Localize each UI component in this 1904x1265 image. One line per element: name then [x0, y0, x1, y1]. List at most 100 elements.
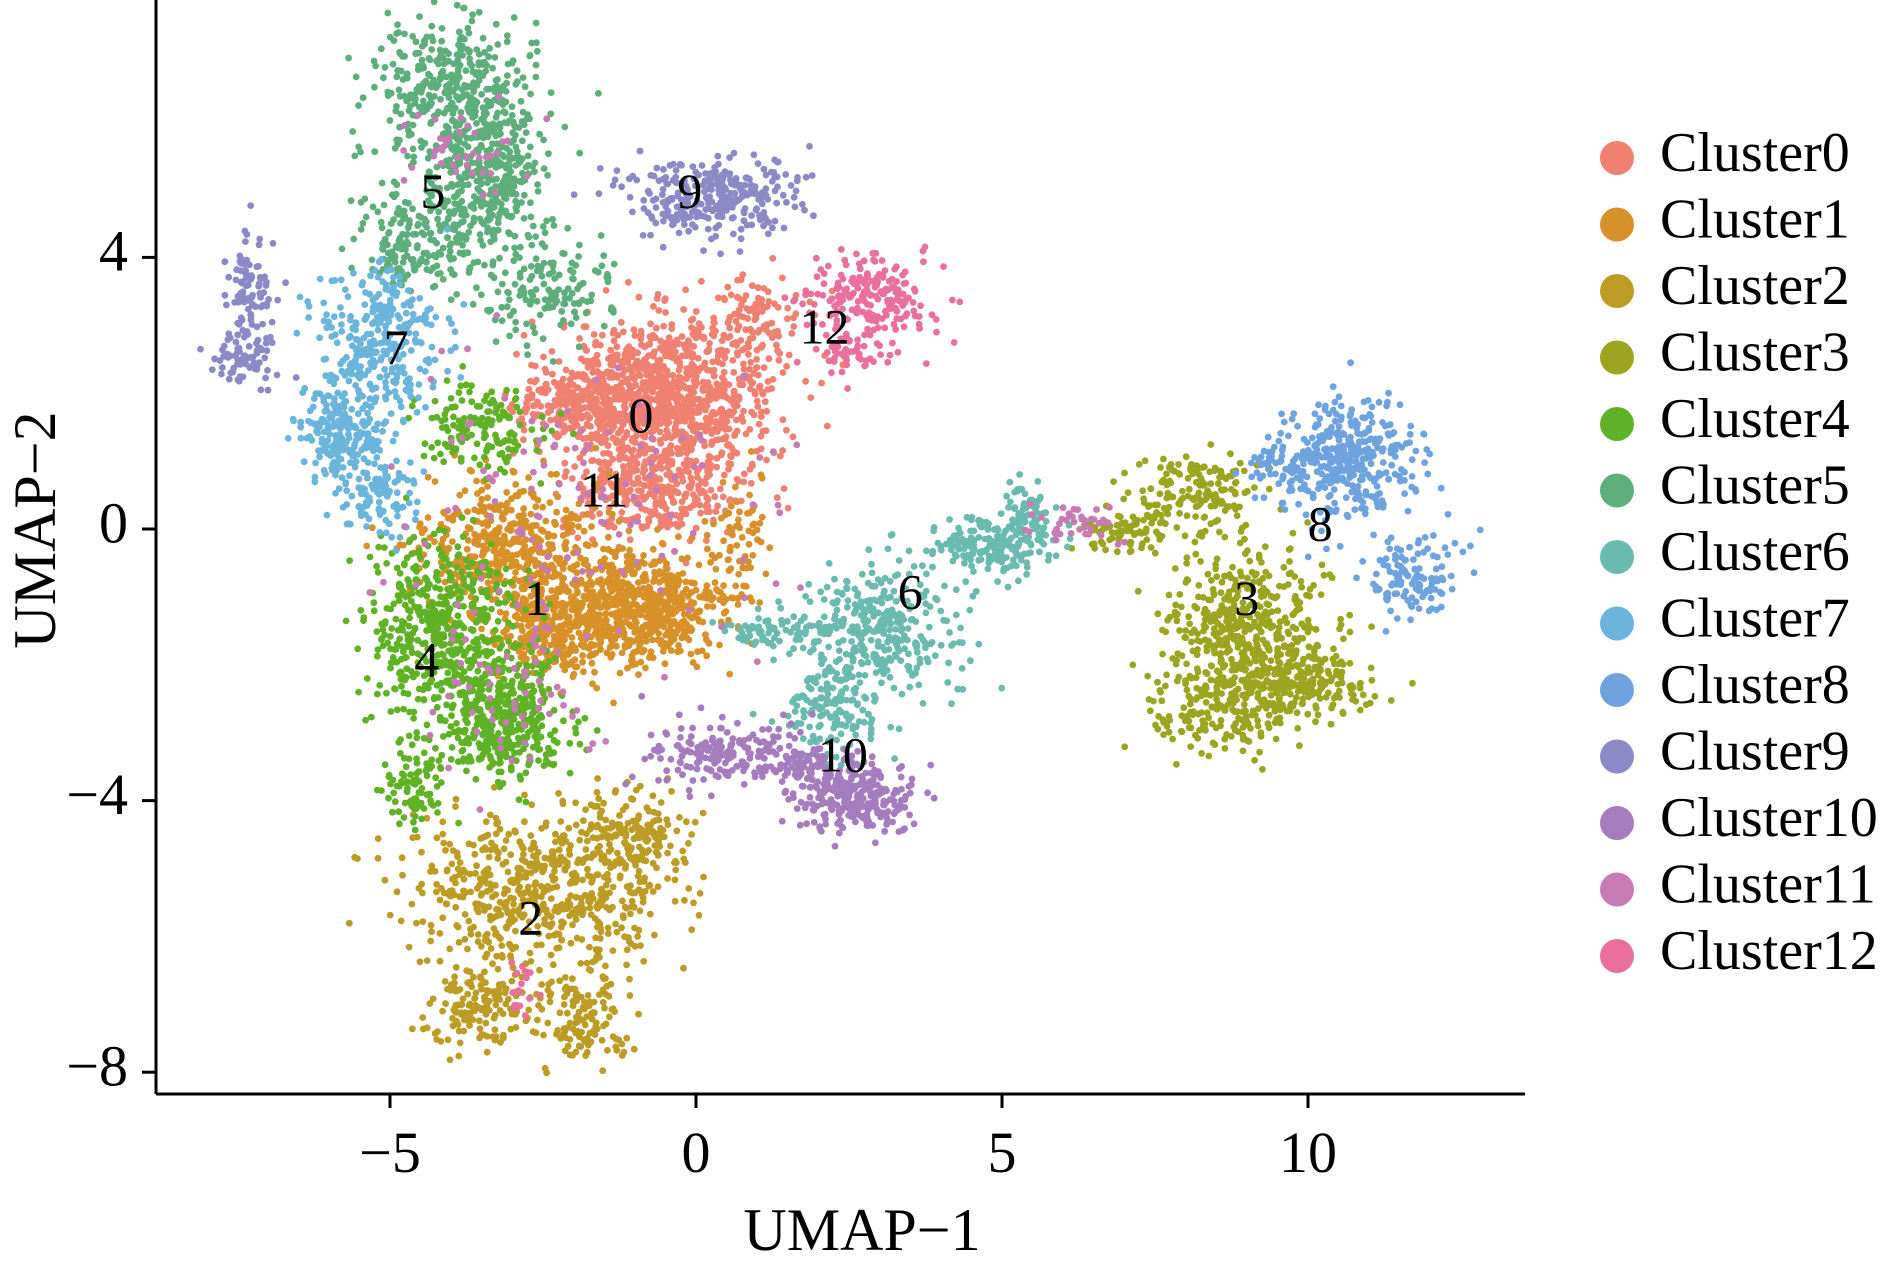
data-point [437, 1038, 445, 1045]
data-point [1329, 655, 1337, 663]
data-point [642, 388, 650, 395]
data-point [1294, 725, 1302, 732]
data-point [653, 864, 660, 872]
data-point [691, 383, 699, 390]
data-point [683, 818, 690, 826]
data-point [409, 1025, 416, 1033]
data-point [709, 594, 717, 602]
data-point [627, 882, 634, 890]
data-point [604, 442, 612, 450]
data-point [616, 669, 624, 677]
data-point [665, 489, 673, 497]
data-point [733, 416, 740, 424]
data-point [626, 975, 633, 983]
data-point [1262, 568, 1270, 576]
data-point [614, 849, 621, 857]
data-point [756, 326, 763, 334]
data-point [1312, 704, 1320, 712]
data-point [1195, 582, 1203, 589]
data-point [635, 671, 642, 678]
data-point [651, 842, 659, 849]
data-point [1162, 506, 1170, 514]
data-point [597, 638, 605, 646]
data-point [1225, 588, 1233, 596]
data-point [495, 559, 503, 566]
data-point [577, 960, 585, 967]
data-point [700, 873, 707, 881]
data-point [1287, 545, 1294, 552]
data-point [720, 471, 728, 479]
data-point [606, 405, 614, 413]
data-point [682, 286, 689, 294]
data-point [639, 898, 647, 906]
data-point [1304, 710, 1312, 718]
data-point [784, 304, 792, 312]
data-point [503, 489, 511, 496]
data-point [549, 961, 557, 969]
data-point [764, 378, 772, 385]
data-point [577, 641, 585, 649]
data-point [544, 886, 552, 893]
data-point [680, 631, 687, 638]
data-point [598, 1036, 606, 1044]
data-point [740, 582, 747, 590]
data-point [779, 369, 787, 376]
data-point [418, 880, 426, 888]
data-point [562, 538, 570, 546]
data-point [546, 998, 554, 1006]
data-point [673, 480, 681, 488]
data-point [750, 370, 758, 377]
data-point [1167, 461, 1175, 468]
data-point [464, 945, 471, 953]
data-point [685, 636, 693, 644]
data-point [1334, 680, 1342, 688]
data-point [467, 980, 475, 987]
data-point [599, 331, 606, 339]
data-point [649, 352, 657, 360]
data-point [636, 590, 644, 598]
data-point [696, 501, 704, 509]
data-point [780, 485, 788, 492]
data-point [609, 947, 617, 954]
data-point [661, 385, 669, 393]
data-point [635, 829, 642, 837]
data-point [386, 911, 394, 919]
data-point [709, 358, 717, 366]
data-point [704, 425, 712, 433]
data-point [594, 923, 601, 931]
data-point [669, 498, 677, 506]
data-point [363, 542, 371, 550]
data-point [596, 383, 604, 390]
data-point [687, 598, 695, 606]
data-point [563, 446, 570, 453]
data-point [590, 357, 597, 365]
data-point [602, 894, 610, 902]
data-point [1340, 635, 1347, 643]
data-point [1200, 609, 1208, 617]
data-point [1176, 471, 1184, 478]
data-point [602, 962, 609, 970]
data-point [594, 871, 602, 879]
data-point [534, 1016, 541, 1024]
data-point [658, 394, 666, 401]
data-point [753, 397, 761, 405]
data-point [565, 824, 573, 832]
data-point [699, 809, 707, 817]
data-point [739, 346, 746, 354]
data-point [762, 570, 770, 578]
data-point [723, 347, 730, 355]
data-point [555, 358, 563, 365]
data-point [674, 582, 682, 589]
data-point [725, 509, 733, 517]
data-point [664, 463, 672, 471]
data-point [556, 1009, 564, 1017]
data-point [588, 878, 595, 886]
data-point [1236, 503, 1243, 511]
data-point [502, 901, 510, 908]
data-point [436, 957, 444, 965]
data-point [1182, 627, 1189, 634]
data-point [582, 541, 590, 548]
data-point [1330, 645, 1337, 653]
data-point [612, 787, 620, 794]
data-point [502, 837, 510, 844]
